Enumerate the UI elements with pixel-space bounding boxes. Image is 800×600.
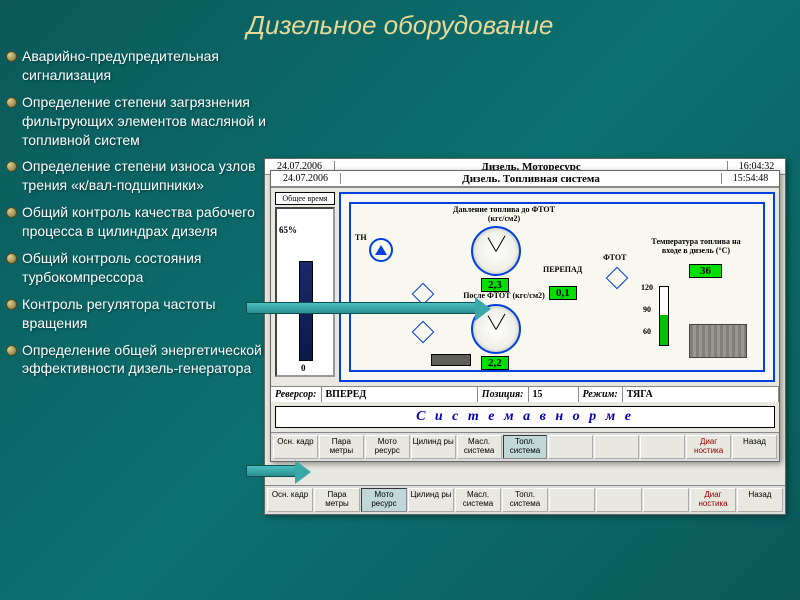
thermometer — [659, 286, 669, 346]
bullet-item: Общий контроль состояния турбокомпрессор… — [6, 249, 266, 287]
bullet-item: Определение степени износа узлов трения … — [6, 157, 266, 195]
load-bar: 65% 0 — [275, 207, 335, 377]
inner-title: Дизель. Топливная система — [341, 173, 721, 185]
therm-scale: 90 — [643, 306, 651, 315]
tn-label: ТН — [355, 234, 367, 243]
nav-button[interactable]: Пара метры — [314, 488, 360, 512]
valve-icon — [412, 321, 435, 344]
nav-button-back[interactable]: Назад — [737, 488, 783, 512]
gauge-top — [471, 226, 521, 276]
fuel-diagram: ТН Давление топлива до ФТОТ (кгс/см2) 2,… — [339, 192, 775, 382]
nav-button[interactable]: Масл. система — [457, 435, 502, 459]
nav-button[interactable]: Топл. система — [502, 488, 548, 512]
nav-button[interactable]: Топл. система — [503, 435, 548, 459]
bullet-list: Аварийно-предупредительная сигнализация … — [6, 47, 266, 386]
system-status: С и с т е м а в н о р м е — [275, 406, 775, 428]
perepad-label: ПЕРЕПАД — [543, 266, 582, 275]
nav-button[interactable]: Мото ресурс — [365, 435, 410, 459]
nav-button-back[interactable]: Назад — [732, 435, 777, 459]
perepad-value: 0,1 — [549, 286, 577, 300]
bullet-item: Определение степени загрязнения фильтрую… — [6, 93, 266, 150]
left-label: Общее время — [275, 192, 335, 205]
nav-button[interactable] — [596, 488, 642, 512]
tank-icon — [431, 354, 471, 366]
ftot-icon — [606, 267, 629, 290]
nav-button[interactable] — [643, 488, 689, 512]
left-column: Общее время 65% 0 — [275, 192, 335, 382]
therm-scale: 120 — [641, 284, 653, 293]
ftot-label: ФТОТ — [603, 254, 626, 263]
outer-nav-row: Осн. кадр Пара метры Мото ресурс Цилинд … — [265, 485, 785, 514]
bullet-item: Общий контроль качества рабочего процесс… — [6, 203, 266, 241]
nav-button[interactable] — [549, 488, 595, 512]
pozicia-label: Позиция: — [478, 387, 529, 402]
nav-button[interactable]: Масл. система — [455, 488, 501, 512]
inner-window: 24.07.2006 Дизель. Топливная система 15:… — [270, 170, 780, 462]
gauge-bot-label: После ФТОТ (кгс/см2) — [449, 292, 559, 301]
reversor-label: Реверсор: — [271, 387, 322, 402]
bullet-item: Аварийно-предупредительная сигнализация — [6, 47, 266, 85]
pozicia-value: 15 — [529, 387, 579, 402]
rezhim-label: Режим: — [579, 387, 623, 402]
reversor-value: ВПЕРЕД — [322, 387, 478, 402]
status-row: Реверсор: ВПЕРЕД Позиция: 15 Режим: ТЯГА — [271, 386, 779, 402]
nav-button[interactable]: Цилинд ры — [408, 488, 454, 512]
nav-button[interactable] — [640, 435, 685, 459]
inner-date: 24.07.2006 — [271, 173, 341, 184]
bar-percent: 65% — [279, 225, 297, 235]
therm-scale: 60 — [643, 328, 651, 337]
engine-icon — [689, 324, 747, 358]
inner-time: 15:54:48 — [721, 173, 779, 184]
nav-button[interactable] — [548, 435, 593, 459]
nav-button[interactable]: Осн. кадр — [267, 488, 313, 512]
bullet-item: Контроль регулятора частоты вращения — [6, 295, 266, 333]
nav-button[interactable]: Осн. кадр — [273, 435, 318, 459]
nav-button-diag[interactable]: Диаг ностика — [690, 488, 736, 512]
nav-button[interactable]: Пара метры — [319, 435, 364, 459]
pump-icon — [369, 238, 393, 262]
gauge-top-value: 2,3 — [481, 278, 509, 292]
callout-arrow — [246, 302, 476, 314]
temp-value: 36 — [689, 264, 722, 278]
callout-arrow — [246, 465, 296, 477]
nav-button[interactable]: Цилинд ры — [411, 435, 456, 459]
inner-nav-row: Осн. кадр Пара метры Мото ресурс Цилинд … — [271, 432, 779, 461]
rezhim-value: ТЯГА — [623, 387, 779, 402]
bar-zero: 0 — [301, 363, 306, 373]
bullet-item: Определение общей энергетической эффекти… — [6, 341, 266, 379]
gauge-bot-value: 2,2 — [481, 356, 509, 370]
nav-button[interactable] — [594, 435, 639, 459]
nav-button-diag[interactable]: Диаг ностика — [686, 435, 731, 459]
gauge-top-label: Давление топлива до ФТОТ (кгс/см2) — [449, 206, 559, 224]
nav-button[interactable]: Мото ресурс — [361, 488, 407, 512]
slide-title: Дизельное оборудование — [0, 0, 800, 47]
temp-label: Температура топлива на входе в дизель (°… — [641, 238, 751, 256]
